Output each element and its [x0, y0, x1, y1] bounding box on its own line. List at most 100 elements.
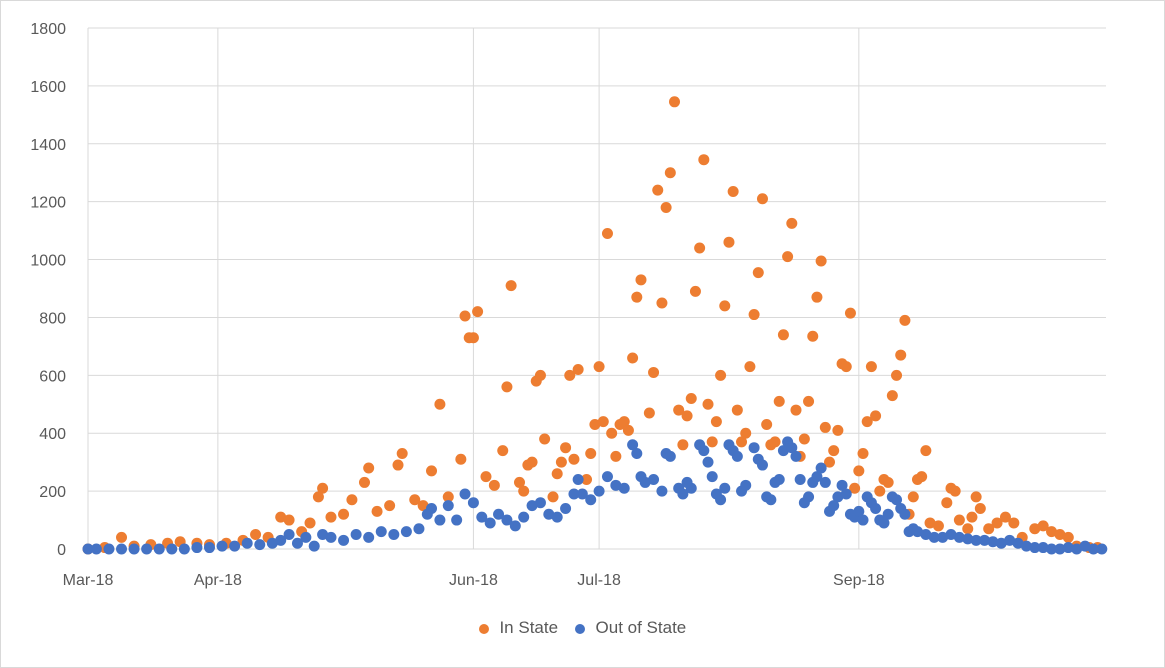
data-point — [631, 291, 643, 303]
data-point — [513, 476, 525, 488]
data-point — [786, 217, 798, 229]
data-point — [472, 306, 484, 318]
data-point — [317, 529, 329, 541]
data-point — [773, 395, 785, 407]
data-point — [882, 476, 894, 488]
data-point — [254, 539, 266, 551]
data-point — [635, 274, 647, 286]
data-point — [719, 482, 731, 494]
data-point — [953, 514, 965, 526]
data-point — [677, 488, 689, 500]
data-point — [811, 471, 823, 483]
data-point — [312, 491, 324, 503]
data-point — [116, 543, 128, 555]
data-point — [526, 456, 538, 468]
data-point — [715, 369, 727, 381]
data-point — [283, 514, 295, 526]
data-point — [1062, 531, 1074, 543]
data-point — [572, 474, 584, 486]
data-point — [560, 502, 572, 514]
data-point — [350, 529, 362, 541]
data-point — [1054, 543, 1066, 555]
data-point — [497, 445, 509, 457]
data-point — [426, 502, 438, 514]
data-point — [727, 186, 739, 198]
data-point — [191, 542, 203, 554]
data-point — [363, 462, 375, 474]
data-point — [442, 491, 454, 503]
data-point — [338, 508, 350, 520]
data-point — [203, 542, 215, 554]
data-point — [1071, 543, 1083, 555]
data-point — [685, 482, 697, 494]
data-point — [803, 491, 815, 503]
data-point — [857, 447, 869, 459]
data-point — [656, 297, 668, 309]
data-point — [731, 450, 743, 462]
y-tick-label: 1200 — [30, 195, 66, 212]
data-point — [304, 517, 316, 529]
data-point — [488, 479, 500, 491]
data-point — [798, 433, 810, 445]
data-point — [740, 427, 752, 439]
x-tick-label: Apr-18 — [194, 572, 242, 589]
data-point — [945, 529, 957, 541]
data-point — [706, 471, 718, 483]
data-point — [811, 291, 823, 303]
data-point — [476, 511, 488, 523]
data-point — [648, 366, 660, 378]
data-point — [434, 514, 446, 526]
series-in-state — [82, 96, 1104, 555]
data-point — [870, 502, 882, 514]
data-point — [857, 514, 869, 526]
data-point — [999, 511, 1011, 523]
x-tick-label: Jun-18 — [449, 572, 498, 589]
data-point — [610, 450, 622, 462]
data-point — [250, 529, 262, 541]
data-point — [467, 332, 479, 344]
data-point — [681, 410, 693, 422]
data-point — [874, 485, 886, 497]
data-point — [555, 456, 567, 468]
data-point — [861, 416, 873, 428]
data-point — [748, 442, 760, 454]
data-point — [819, 421, 831, 433]
data-point — [493, 508, 505, 520]
data-point — [593, 485, 605, 497]
legend-item-in-state: In State — [478, 618, 559, 638]
data-point — [467, 497, 479, 509]
data-point — [308, 540, 320, 552]
data-point — [723, 236, 735, 248]
data-point — [388, 529, 400, 541]
data-point — [828, 445, 840, 457]
data-point — [744, 361, 756, 373]
data-point — [702, 456, 714, 468]
data-point — [627, 439, 639, 451]
data-point — [1054, 529, 1066, 541]
data-point — [694, 242, 706, 254]
legend-label-in-state: In State — [499, 618, 559, 637]
data-point — [518, 485, 530, 497]
data-point — [1096, 543, 1108, 555]
data-point — [375, 526, 387, 538]
data-point — [643, 407, 655, 419]
data-point — [840, 361, 852, 373]
data-point — [937, 531, 949, 543]
data-point — [648, 474, 660, 486]
data-point — [962, 523, 974, 535]
data-point — [1037, 542, 1049, 554]
data-point — [266, 537, 278, 549]
data-point — [886, 390, 898, 402]
data-point — [1012, 537, 1024, 549]
data-point — [698, 154, 710, 166]
x-tick-label: Sep-18 — [833, 572, 885, 589]
data-point — [501, 381, 513, 393]
data-point — [970, 534, 982, 546]
data-point — [325, 531, 337, 543]
data-point — [907, 491, 919, 503]
data-point — [392, 459, 404, 471]
data-point — [870, 410, 882, 422]
data-point — [899, 508, 911, 520]
y-axis-ticks: 0 200 400 600 800 1000 1200 1400 1600 1800 — [30, 21, 66, 559]
data-point — [777, 445, 789, 457]
